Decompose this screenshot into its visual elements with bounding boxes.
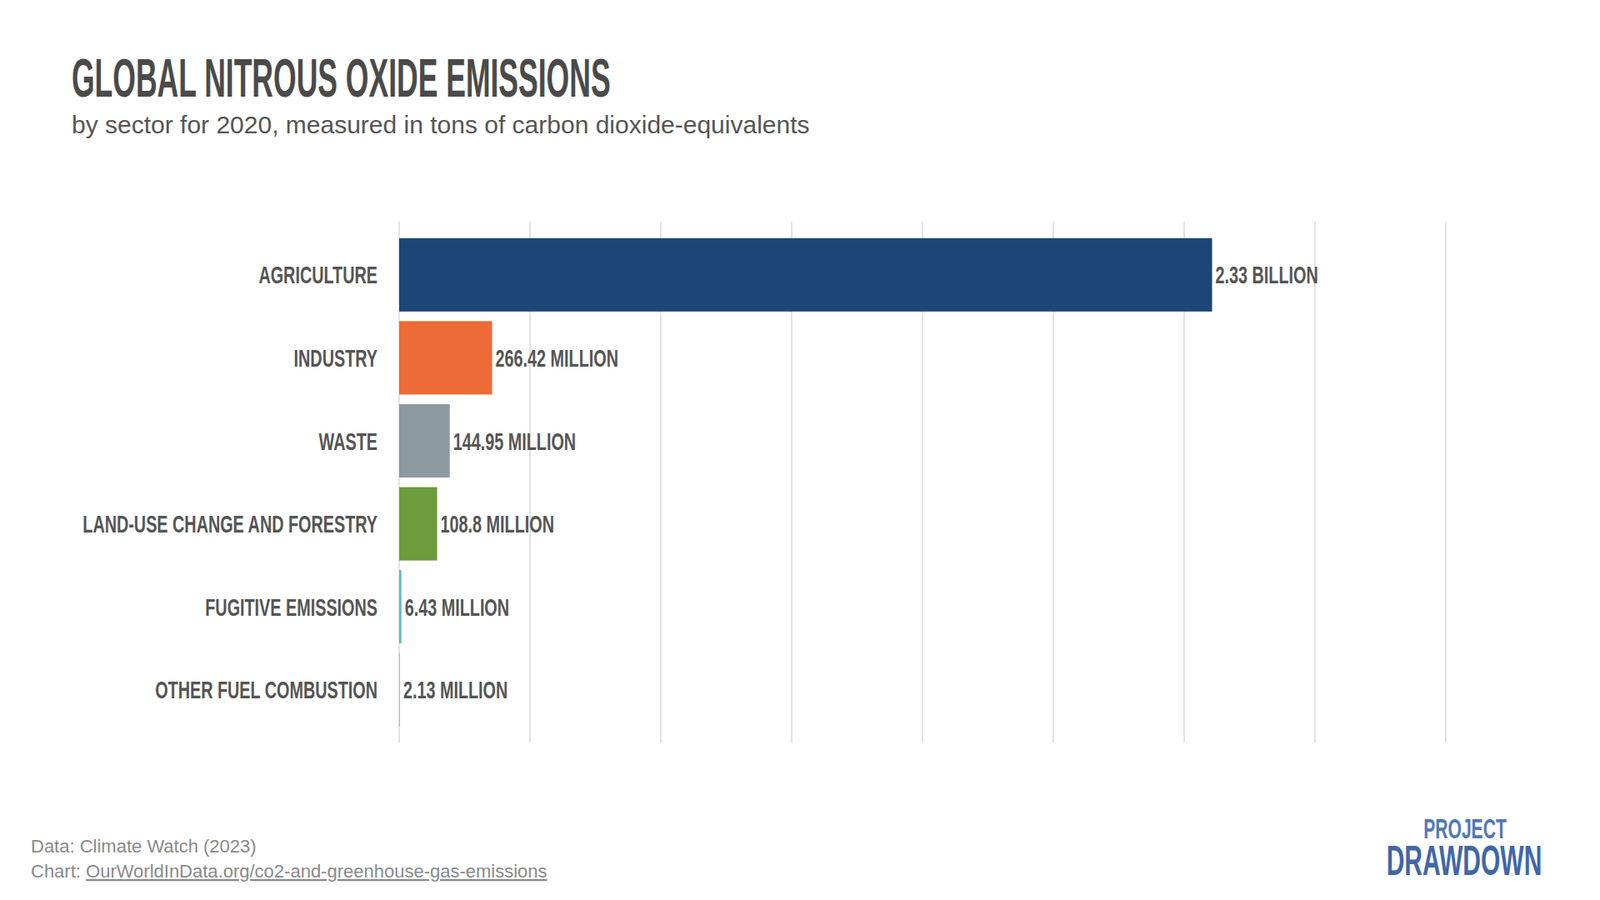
bar <box>399 570 402 644</box>
category-label-group: INDUSTRY <box>294 344 378 372</box>
category-label: INDUSTRY <box>294 344 378 372</box>
source: Data: Climate Watch (2023) <box>30 835 257 857</box>
grid-line <box>1314 221 1315 743</box>
grid <box>399 221 1446 743</box>
credit-prefix: Chart: <box>30 860 81 882</box>
value-label: 2.33 BILLION <box>1215 260 1318 289</box>
value-label: 266.42 MILLION <box>495 344 619 372</box>
credit-link[interactable]: OurWorldInData.org/co2-and-greenhouse-ga… <box>85 860 548 882</box>
category-label: AGRICULTURE <box>258 260 378 289</box>
category-label-group: WASTE <box>319 426 378 455</box>
category-label: FUGITIVE EMISSIONS <box>205 593 378 621</box>
category-label: LAND-USE CHANGE AND FORESTRY <box>82 510 378 538</box>
logo-bottom: DRAWDOWN <box>1386 837 1543 885</box>
title: GLOBAL NITROUS OXIDE EMISSIONS <box>71 48 611 109</box>
bar <box>399 653 400 727</box>
category-label-group: LAND-USE CHANGE AND FORESTRY <box>82 510 378 538</box>
value-label: 108.8 MILLION <box>440 510 555 538</box>
category-label: WASTE <box>319 426 378 455</box>
subtitle: by sector for 2020, measured in tons of … <box>71 110 810 139</box>
value-label-group: 2.33 BILLION <box>1215 260 1318 289</box>
bar <box>399 320 493 395</box>
value-label-group: 6.43 MILLION <box>405 593 510 621</box>
category-label-group: OTHER FUEL COMBUSTION <box>155 675 378 704</box>
value-label-group: 2.13 MILLION <box>403 675 508 704</box>
bars <box>399 238 1212 727</box>
value-label-group: 144.95 MILLION <box>453 426 576 455</box>
category-label-group: AGRICULTURE <box>258 260 378 289</box>
chart: GLOBAL NITROUS OXIDE EMISSIONSby sector … <box>0 0 1600 900</box>
value-label: 6.43 MILLION <box>405 593 510 621</box>
grid-line <box>1445 221 1446 743</box>
category-label: OTHER FUEL COMBUSTION <box>155 675 378 704</box>
value-label: 2.13 MILLION <box>403 675 508 704</box>
value-label: 144.95 MILLION <box>453 426 576 455</box>
labels: AGRICULTURE 2.33 BILLION INDUSTRY 266.42 MI… <box>82 260 1318 704</box>
value-label-group: 266.42 MILLION <box>495 344 619 372</box>
credit: Chart: OurWorldInData.org/co2-and-greenh… <box>30 860 548 882</box>
bar <box>399 238 1212 312</box>
bar <box>399 487 438 561</box>
bar <box>399 404 450 478</box>
value-label-group: 108.8 MILLION <box>440 510 555 538</box>
category-label-group: FUGITIVE EMISSIONS <box>205 593 378 621</box>
